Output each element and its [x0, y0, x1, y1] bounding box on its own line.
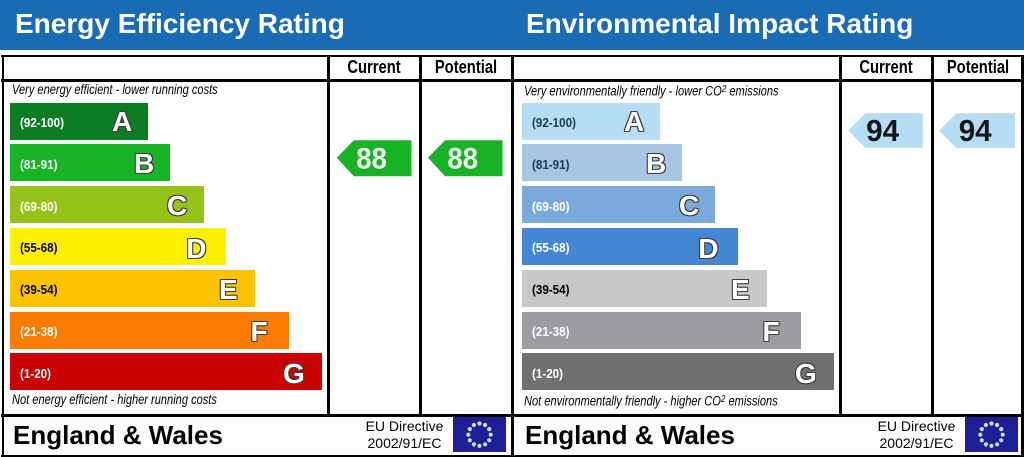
svg-text:94: 94 [866, 113, 900, 148]
svg-text:88: 88 [447, 142, 478, 175]
svg-text:94: 94 [959, 113, 993, 148]
svg-text:88: 88 [356, 142, 387, 175]
